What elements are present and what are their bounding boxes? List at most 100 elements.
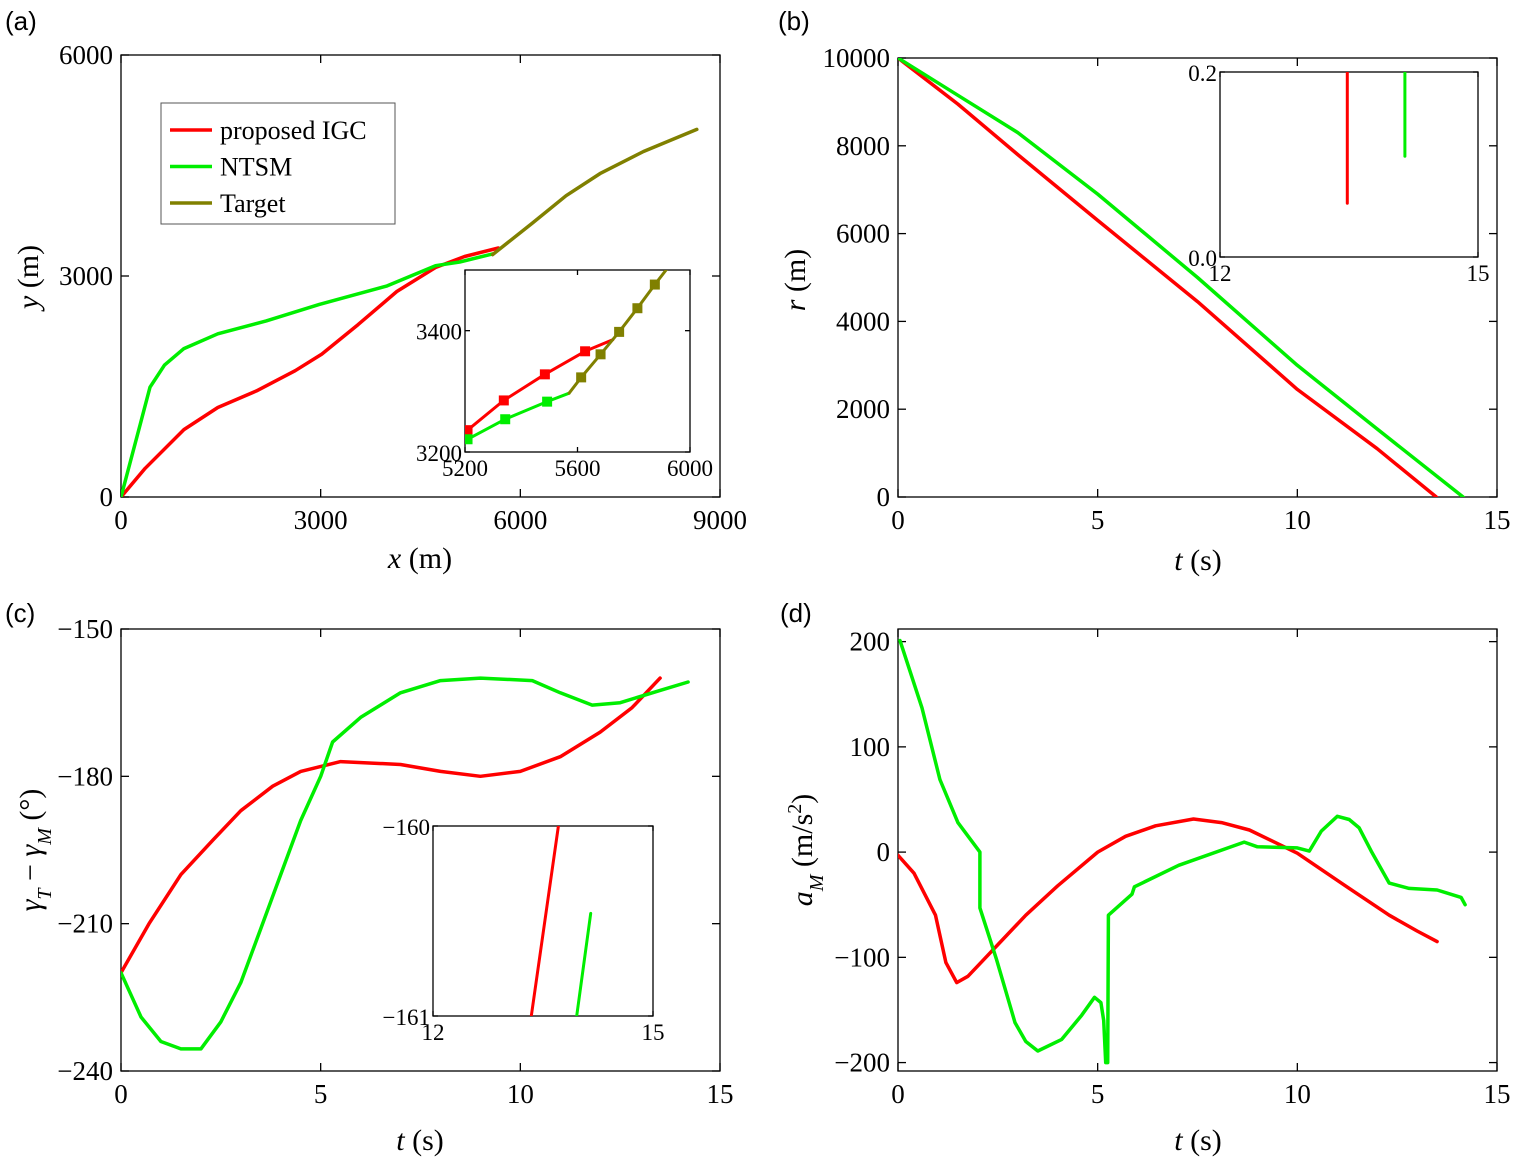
- panel-a-legend-box: [160, 102, 396, 225]
- panel-c-y-axis-label-part: γ: [14, 844, 47, 857]
- panel-b-x-tick-label: 0: [891, 505, 905, 535]
- panel-a-inset-plot-area: [465, 270, 668, 445]
- panel-b-y-tick-label: 6000: [836, 219, 890, 249]
- panel-d-y-axis-label-part: a: [786, 891, 819, 906]
- panel-b-x-axis-label: t (s): [1174, 544, 1222, 577]
- panel-d-x-axis-label-part: (s): [1183, 1124, 1222, 1157]
- panel-d-y-axis-label-part: ): [786, 794, 819, 804]
- panel-b-plot-area: [898, 58, 1465, 497]
- panel-c-inset-y-tick-label: −160: [383, 815, 430, 840]
- panel-c-y-axis-label-part: γ: [14, 898, 47, 911]
- panel-a-x-axis-label-part: x: [387, 542, 402, 575]
- panel-b-y-tick-label: 2000: [836, 394, 890, 424]
- panel-a-inset-series-marker: [595, 349, 606, 360]
- panel-a-legend: proposed IGC NTSM Target: [160, 102, 396, 225]
- panel-b-y-axis-label-part: r: [779, 299, 812, 311]
- panel-d-y-axis-label-part: M: [806, 873, 828, 892]
- panel-a-series-line-ntsm: [121, 252, 495, 497]
- panel-c-y-tick-label: −210: [57, 909, 113, 939]
- panel-d-x-axis-label-part: t: [1174, 1124, 1183, 1157]
- panel-a-y-axis-label: y (m): [12, 245, 45, 312]
- panel-b-series-line-ntsm: [898, 58, 1465, 497]
- panel-c-x-axis-label-part: (s): [405, 1124, 444, 1157]
- panel-a-series-line-target: [490, 127, 699, 257]
- panel-b-x-axis-label-part: t: [1174, 544, 1183, 577]
- panel-d-axes-frame: [897, 628, 1498, 1072]
- panel-d-series-line-ntsm: [898, 638, 1467, 1065]
- panel-b-y-axis-label: r (m): [779, 249, 812, 312]
- panel-a-inset-axes-frame: [464, 269, 691, 453]
- panel-b-y-tick-label: 8000: [836, 131, 890, 161]
- panel-a-x-tick-label: 0: [114, 505, 128, 535]
- panel-a-y-tick-label: 0: [100, 482, 114, 512]
- panel-b-inset-plot-area: [1345, 72, 1407, 205]
- panel-a-inset-series-marker: [632, 303, 643, 314]
- panel-d-y-tick-label: 200: [850, 627, 891, 657]
- panel-a-y-axis-label-part: (m): [12, 245, 45, 296]
- panel-c-x-axis-label-part: t: [396, 1124, 405, 1157]
- panel-a-x-tick-label: 3000: [294, 505, 348, 535]
- panel-a-y-axis-label-part: y: [12, 295, 45, 312]
- panel-c-y-tick-label: −150: [57, 614, 113, 644]
- panel-b-x-tick-label: 10: [1284, 505, 1311, 535]
- panel-d-y-axis-label: aM (m/s2): [784, 794, 828, 907]
- panel-c-y-tick-label: −180: [57, 761, 113, 791]
- panel-c-panel-label: (c): [5, 598, 35, 628]
- panel-d-y-tick-label: −200: [834, 1048, 890, 1078]
- panel-a-inset-series-marker: [542, 396, 553, 407]
- panel-b-x-tick-label: 5: [1091, 505, 1105, 535]
- panel-d-x-tick-label: 5: [1091, 1079, 1105, 1109]
- panel-b-inset-x-tick-label: 15: [1467, 261, 1490, 286]
- panel-b-y-tick-label: 10000: [823, 43, 891, 73]
- panel-d-x-tick-label: 10: [1284, 1079, 1311, 1109]
- panel-c-y-axis-label: γT − γM (°): [14, 789, 56, 912]
- panel-c-series-line-proposed-igc: [121, 676, 662, 975]
- panel-c-y-axis-label-part: −: [14, 857, 47, 889]
- panel-a-inset-series-marker: [498, 395, 509, 406]
- panel-c-inset-axes-frame: [432, 825, 654, 1017]
- panel-b-panel-label: (b): [778, 6, 810, 36]
- panel-b-x-tick-label: 15: [1484, 505, 1511, 535]
- panel-c-series-line-ntsm: [121, 676, 690, 1051]
- panel-c-inset-series-line-1: [575, 911, 593, 1016]
- panel-a-x-axis-label: x (m): [387, 542, 452, 575]
- panel-d-y-tick-label: 100: [850, 732, 891, 762]
- panel-a-y-tick-label: 3000: [59, 261, 113, 291]
- panel-b-y-tick-label: 4000: [836, 306, 890, 336]
- panel-a-x-tick-label: 6000: [493, 505, 547, 535]
- panel-c-inset-x-tick-label: 15: [642, 1020, 665, 1045]
- panel-c-inset-x-tick-label: 12: [422, 1020, 445, 1045]
- panel-c-y-axis-label-part: (°): [14, 789, 47, 828]
- panel-c-y-axis-label-part: M: [34, 827, 56, 846]
- panel-a-inset-x-tick-label: 6000: [667, 456, 713, 481]
- panel-a-inset-series-marker: [539, 369, 550, 380]
- panel-a-inset-x-tick-label: 5600: [555, 456, 601, 481]
- panel-b-y-axis-label-part: (m): [779, 249, 812, 300]
- panel-a-inset-y-tick-label: 3400: [416, 320, 462, 345]
- panel-a-inset-y-tick-label: 3200: [416, 441, 462, 466]
- panel-b-inset-axes-frame: [1219, 71, 1479, 258]
- panel-a-x-axis-label-part: (m): [401, 542, 452, 575]
- panel-b-series-line-proposed-igc: [898, 58, 1439, 497]
- panel-d-y-axis-label-part: (m/s: [786, 814, 819, 875]
- panel-a-panel-label: (a): [5, 6, 37, 36]
- panel-c-x-tick-label: 5: [314, 1079, 328, 1109]
- panel-d-y-axis-label-part: 2: [784, 804, 806, 814]
- panel-d-x-tick-label: 0: [891, 1079, 905, 1109]
- panel-d-x-tick-label: 15: [1484, 1079, 1511, 1109]
- panel-d-series-line-proposed-igc: [898, 817, 1439, 985]
- panel-c-inset-series-line-0: [529, 826, 560, 1016]
- panel-c-y-axis-label-part: T: [34, 887, 56, 900]
- panel-a-inset-series-marker: [649, 279, 660, 290]
- panel-a-plot-area: [121, 127, 699, 497]
- panel-c-x-tick-label: 10: [507, 1079, 534, 1109]
- panel-b-inset-y-tick-label: 0.0: [1188, 246, 1217, 271]
- panel-c-x-tick-label: 0: [114, 1079, 128, 1109]
- panel-b-x-axis-label-part: (s): [1183, 544, 1222, 577]
- panel-c-inset-y-tick-label: −161: [383, 1005, 430, 1030]
- panel-a-legend-entry: proposed IGC: [220, 116, 367, 145]
- panel-b-y-tick-label: 0: [877, 482, 891, 512]
- panel-d-y-tick-label: −100: [834, 942, 890, 972]
- panel-d-panel-label: (d): [780, 598, 812, 628]
